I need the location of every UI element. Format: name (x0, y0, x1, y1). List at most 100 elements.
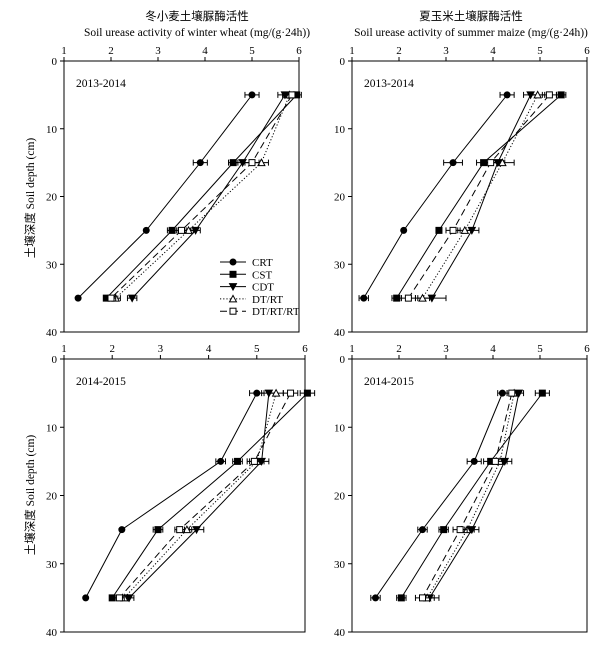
y-tick-label: 20 (46, 491, 58, 503)
data-point (419, 526, 426, 534)
series-line (426, 393, 515, 599)
legend-marker (229, 258, 237, 266)
data-point (154, 526, 162, 534)
legend-label: DT/RT (252, 294, 283, 306)
data-point (168, 226, 176, 234)
data-point (176, 526, 184, 534)
legend-item-dt-rt: DT/RT (220, 294, 283, 306)
x-tick-label: 5 (537, 45, 543, 57)
plot-frame (63, 358, 306, 633)
x-tick-label: 5 (249, 45, 255, 57)
x-tick-label: 2 (108, 45, 114, 57)
data-point (491, 457, 499, 465)
panel-2013-2014-summer-maize: 1 2 3 4 5 6 0 10 20 30 40 2013-2014 (334, 45, 590, 339)
right-title-cn: 夏玉米土壤脲酶活性 (419, 9, 523, 23)
panel-2013-2014-winter-wheat: 1 2 3 4 5 6 0 10 20 30 40 2013-2014 (46, 45, 302, 339)
y-tick-label: 10 (46, 422, 58, 434)
data-point (449, 226, 457, 234)
series-cst (391, 91, 567, 302)
data-point (533, 90, 542, 99)
series-line (400, 392, 543, 599)
x-tick-label: 1 (349, 45, 355, 57)
series-line (123, 392, 277, 599)
x-tick-label: 2 (109, 343, 115, 355)
y-tick-label: 10 (334, 422, 346, 434)
data-point (508, 389, 516, 397)
bottom-ylabel: 土壤深度 Soil depth (cm) (23, 435, 37, 556)
data-point (191, 226, 200, 235)
series-cst (396, 389, 550, 602)
series-line (407, 94, 550, 299)
legend-item-cdt: CDT (220, 282, 274, 294)
series-crt (370, 389, 508, 602)
data-point (115, 594, 123, 602)
data-point (440, 526, 448, 534)
panel-2014-2015-summer-maize: 1 2 3 4 5 6 0 10 20 30 40 2014-2015 (334, 343, 590, 639)
series-line (131, 94, 286, 299)
y-tick-label: 0 (340, 354, 346, 366)
y-tick-label: 0 (340, 56, 346, 68)
legend-marker (229, 307, 237, 315)
data-point (419, 594, 426, 602)
series-line (77, 94, 253, 299)
data-point (498, 158, 507, 167)
legend-marker (228, 294, 238, 303)
data-point (427, 294, 437, 303)
legend-label: CST (252, 269, 272, 281)
data-point (234, 457, 242, 465)
panel-2014-2015-winter-wheat: 1 2 3 4 5 6 0 10 20 30 40 2014-2015 (46, 343, 316, 639)
legend-item-cst: CST (220, 269, 272, 281)
data-point (178, 226, 185, 234)
data-point (503, 91, 511, 99)
left-title-cn: 冬小麦土壤脲酶活性 (145, 9, 249, 23)
series-dt-rt (118, 388, 284, 602)
series-line (429, 393, 520, 599)
data-point (82, 594, 90, 602)
data-point (257, 158, 266, 167)
series-dt-rt (419, 388, 520, 602)
panel-label: 2014-2015 (76, 376, 126, 388)
series-line (431, 94, 532, 299)
x-tick-label: 6 (296, 45, 302, 57)
x-tick-label: 3 (158, 343, 164, 355)
y-tick-label: 40 (334, 327, 346, 339)
data-point (142, 226, 150, 234)
x-tick-label: 1 (61, 343, 67, 355)
data-point (287, 389, 295, 397)
panel-label: 2013-2014 (364, 78, 414, 90)
legend-marker (228, 283, 238, 292)
series-line (396, 94, 562, 299)
x-tick-label: 6 (584, 45, 590, 57)
legend-label: CDT (252, 282, 274, 294)
data-point (449, 159, 457, 167)
series-dt-rt-rt (114, 389, 299, 602)
y-tick-label: 40 (334, 627, 346, 639)
y-tick-label: 20 (46, 192, 58, 204)
data-point (127, 294, 137, 303)
data-point (460, 225, 470, 234)
data-point (271, 388, 281, 397)
series-line (422, 94, 539, 299)
data-point (253, 389, 261, 397)
data-point (288, 91, 296, 99)
x-tick-label: 4 (490, 343, 496, 355)
data-point (456, 526, 464, 534)
y-tick-label: 40 (46, 627, 58, 639)
x-tick-label: 3 (155, 45, 161, 57)
x-tick-label: 6 (302, 343, 308, 355)
legend-marker (229, 270, 237, 278)
series-line (105, 94, 298, 299)
y-tick-label: 10 (46, 124, 58, 136)
series-line (363, 94, 508, 299)
data-point (360, 294, 368, 302)
plot-frame (351, 60, 588, 333)
data-point (393, 294, 401, 302)
data-point (418, 293, 427, 302)
data-point (248, 159, 256, 167)
data-point (238, 159, 247, 168)
x-tick-label: 4 (202, 45, 208, 57)
data-point (557, 91, 565, 99)
series-line (119, 392, 291, 599)
data-point (545, 91, 553, 99)
data-point (435, 226, 443, 234)
